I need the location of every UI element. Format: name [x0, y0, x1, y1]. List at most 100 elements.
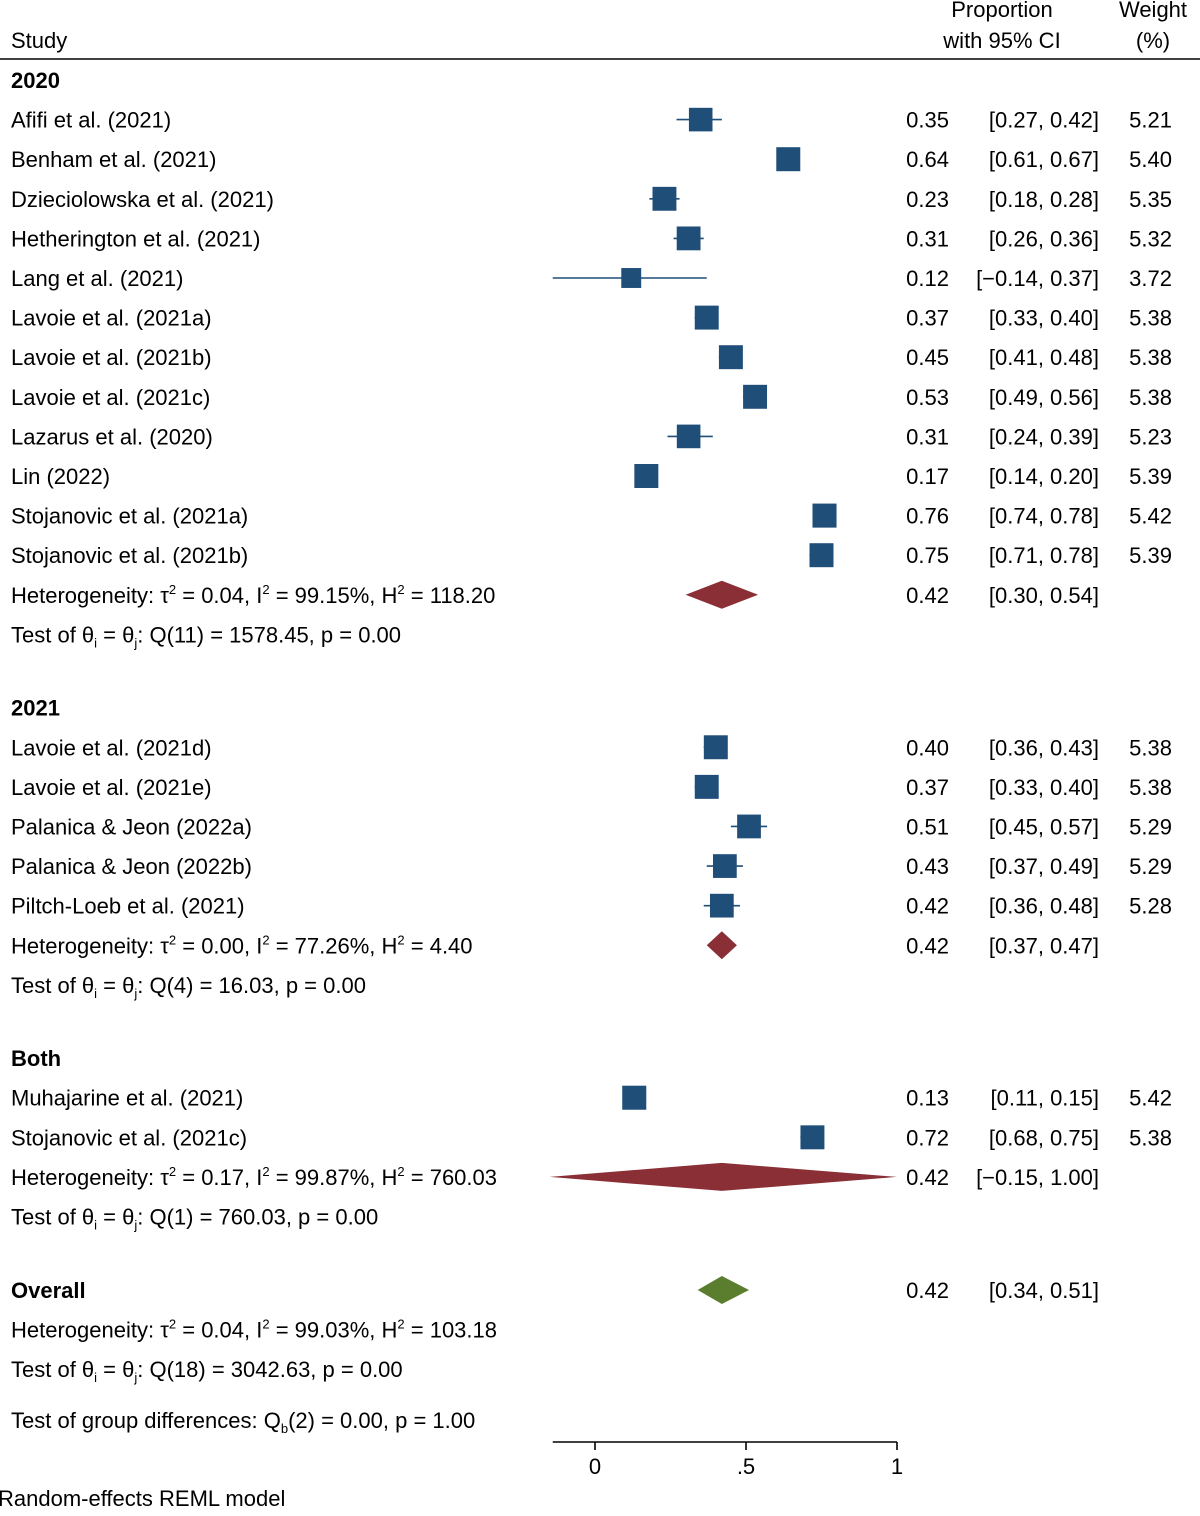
- study-weight: 5.38: [1129, 385, 1172, 410]
- study-estimate: 0.75: [906, 543, 949, 568]
- study-marker: [688, 107, 713, 132]
- study-weight: 5.39: [1129, 464, 1172, 489]
- study-ci: [0.33, 0.40]: [989, 306, 1099, 331]
- study-weight: 5.38: [1129, 306, 1172, 331]
- study-label: Benham et al. (2021): [11, 147, 216, 172]
- study-label: Lavoie et al. (2021a): [11, 306, 212, 331]
- study-marker: [621, 268, 642, 288]
- study-marker: [718, 345, 743, 370]
- study-label: Lang et al. (2021): [11, 266, 183, 291]
- subgroup-pooled-ci: [0.37, 0.47]: [989, 933, 1099, 958]
- subgroup-pooled-estimate: 0.42: [906, 583, 949, 608]
- overall-ci: [0.34, 0.51]: [989, 1278, 1099, 1303]
- study-weight: 5.38: [1129, 735, 1172, 760]
- study-estimate: 0.31: [906, 226, 949, 251]
- overall-label: Overall: [11, 1278, 86, 1303]
- study-weight: 5.32: [1129, 226, 1172, 251]
- study-label: Lin (2022): [11, 464, 110, 489]
- study-label: Stojanovic et al. (2021a): [11, 504, 248, 529]
- study-ci: [0.33, 0.40]: [989, 775, 1099, 800]
- study-marker: [812, 503, 837, 528]
- study-label: Palanica & Jeon (2022b): [11, 854, 252, 879]
- subgroup-pooled-ci: [−0.15, 1.00]: [976, 1165, 1099, 1190]
- study-ci: [0.49, 0.56]: [989, 385, 1099, 410]
- subgroup-test: Test of θi = θj: Q(4) = 16.03, p = 0.00: [11, 973, 366, 1001]
- study-estimate: 0.12: [906, 266, 949, 291]
- study-weight: 5.21: [1129, 108, 1172, 133]
- study-ci: [0.24, 0.39]: [989, 424, 1099, 449]
- subgroup-heterogeneity: Heterogeneity: τ2 = 0.04, I2 = 99.15%, H…: [11, 582, 495, 608]
- study-label: Lazarus et al. (2020): [11, 424, 213, 449]
- study-estimate: 0.37: [906, 306, 949, 331]
- study-ci: [0.14, 0.20]: [989, 464, 1099, 489]
- study-estimate: 0.53: [906, 385, 949, 410]
- subgroup-pooled-ci: [0.30, 0.54]: [989, 583, 1099, 608]
- study-estimate: 0.51: [906, 814, 949, 839]
- header-weight-unit: (%): [1136, 28, 1170, 53]
- study-marker: [694, 774, 719, 799]
- study-marker: [800, 1125, 825, 1150]
- study-marker: [709, 893, 734, 918]
- study-ci: [0.11, 0.15]: [991, 1086, 1099, 1111]
- header-study: Study: [11, 28, 67, 53]
- study-ci: [−0.14, 0.37]: [976, 266, 1099, 291]
- header-proportion: Proportion: [951, 0, 1053, 22]
- study-weight: 5.23: [1129, 424, 1172, 449]
- group-heading: 2020: [11, 68, 60, 93]
- subgroup-heterogeneity: Heterogeneity: τ2 = 0.17, I2 = 99.87%, H…: [11, 1164, 497, 1190]
- subgroup-diamond: [549, 1162, 897, 1191]
- study-label: Lavoie et al. (2021c): [11, 385, 210, 410]
- study-label: Piltch-Loeb et al. (2021): [11, 894, 245, 919]
- study-ci: [0.36, 0.48]: [989, 894, 1099, 919]
- study-label: Stojanovic et al. (2021c): [11, 1125, 247, 1150]
- study-weight: 5.29: [1129, 854, 1172, 879]
- study-marker: [676, 226, 701, 251]
- study-label: Lavoie et al. (2021b): [11, 345, 212, 370]
- group-differences-test: Test of group differences: Qb(2) = 0.00,…: [11, 1408, 475, 1436]
- study-marker: [694, 305, 719, 330]
- study-estimate: 0.31: [906, 424, 949, 449]
- study-marker: [737, 814, 761, 839]
- study-ci: [0.27, 0.42]: [989, 108, 1099, 133]
- study-marker: [776, 147, 801, 172]
- subgroup-pooled-estimate: 0.42: [906, 1165, 949, 1190]
- study-weight: 5.39: [1129, 543, 1172, 568]
- overall-estimate: 0.42: [906, 1278, 949, 1303]
- overall-heterogeneity: Heterogeneity: τ2 = 0.04, I2 = 99.03%, H…: [11, 1317, 497, 1343]
- study-estimate: 0.13: [906, 1086, 949, 1111]
- study-estimate: 0.17: [906, 464, 949, 489]
- study-marker: [634, 464, 659, 488]
- study-weight: 5.38: [1129, 775, 1172, 800]
- study-marker: [676, 424, 701, 449]
- study-weight: 5.42: [1129, 1086, 1172, 1111]
- subgroup-pooled-estimate: 0.42: [906, 933, 949, 958]
- study-weight: 5.28: [1129, 894, 1172, 919]
- study-estimate: 0.45: [906, 345, 949, 370]
- study-marker: [712, 854, 737, 878]
- study-weight: 5.29: [1129, 814, 1172, 839]
- study-ci: [0.71, 0.78]: [989, 543, 1099, 568]
- study-label: Hetherington et al. (2021): [11, 226, 261, 251]
- study-label: Lavoie et al. (2021e): [11, 775, 212, 800]
- study-marker: [809, 543, 834, 568]
- study-ci: [0.37, 0.49]: [989, 854, 1099, 879]
- subgroup-heterogeneity: Heterogeneity: τ2 = 0.00, I2 = 77.26%, H…: [11, 932, 473, 958]
- study-weight: 5.42: [1129, 504, 1172, 529]
- subgroup-diamond: [706, 931, 737, 960]
- study-marker: [622, 1085, 647, 1110]
- overall-diamond: [697, 1276, 750, 1304]
- study-estimate: 0.43: [906, 854, 949, 879]
- footnote: Random-effects REML model: [0, 1486, 285, 1511]
- subgroup-test: Test of θi = θj: Q(1) = 760.03, p = 0.00: [11, 1205, 378, 1233]
- study-estimate: 0.76: [906, 504, 949, 529]
- study-label: Dzieciolowska et al. (2021): [11, 187, 274, 212]
- subgroup-test: Test of θi = θj: Q(11) = 1578.45, p = 0.…: [11, 622, 401, 650]
- header-ci: with 95% CI: [942, 28, 1060, 53]
- header-weight: Weight: [1119, 0, 1187, 22]
- study-label: Stojanovic et al. (2021b): [11, 543, 248, 568]
- study-estimate: 0.37: [906, 775, 949, 800]
- study-ci: [0.45, 0.57]: [989, 814, 1099, 839]
- study-marker: [652, 186, 677, 211]
- study-weight: 5.38: [1129, 345, 1172, 370]
